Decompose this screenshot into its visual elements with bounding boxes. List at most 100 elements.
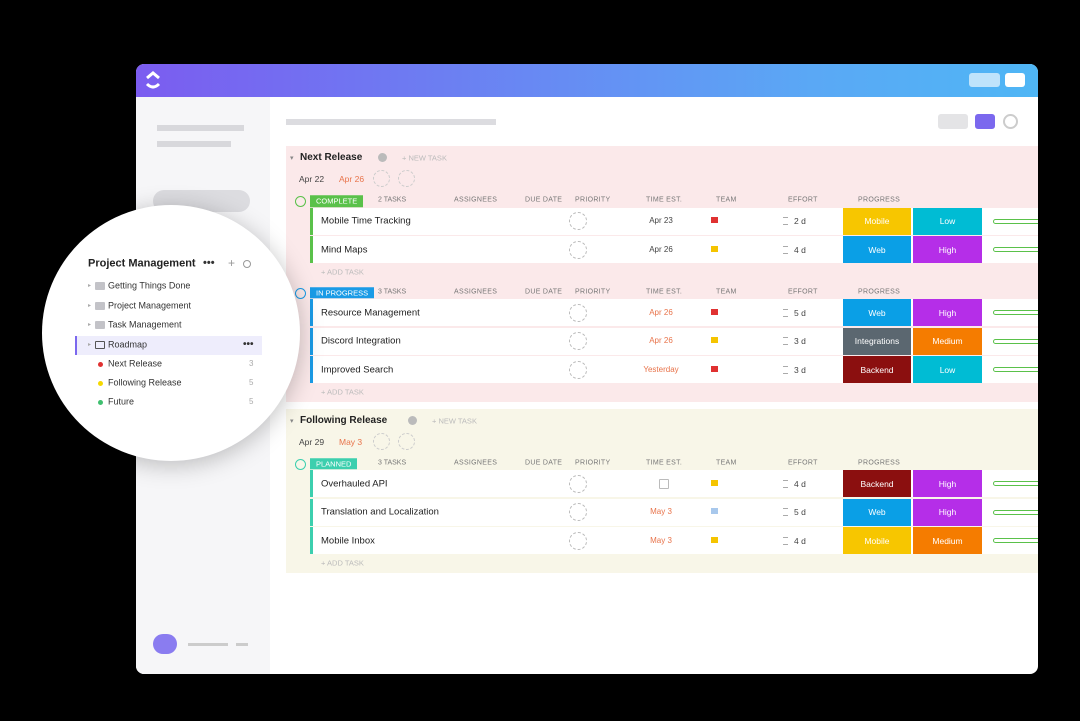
task-name[interactable]: Overhauled API: [321, 477, 388, 489]
list-name[interactable]: Next Release: [108, 358, 163, 369]
folder-name[interactable]: Project Management: [108, 300, 192, 311]
effort-cell: [913, 299, 982, 326]
caret: ▸: [88, 341, 92, 348]
more-icon[interactable]: •••: [243, 339, 254, 350]
add-task[interactable]: + ADD TASK: [321, 557, 364, 567]
assignee-icon[interactable]: [569, 240, 587, 259]
status-badge[interactable]: IN PROGRESS: [310, 286, 375, 299]
task-name[interactable]: Improved Search: [321, 363, 394, 375]
flag-button[interactable]: [373, 170, 390, 187]
team: Web: [868, 244, 886, 255]
team-cell: [843, 236, 911, 263]
status-badge[interactable]: COMPLETE: [310, 195, 364, 207]
effort: High: [938, 478, 957, 489]
task-name[interactable]: Mobile Inbox: [321, 534, 375, 546]
list-count: 5: [249, 397, 254, 406]
task-name[interactable]: Mobile Time Tracking: [321, 215, 411, 227]
effort: High: [938, 244, 957, 255]
column-header: DUE DATE: [525, 196, 563, 204]
status-badge[interactable]: PLANNED: [310, 457, 358, 470]
priority-flag: [711, 536, 718, 543]
effort-cell: [913, 527, 982, 554]
assignee-icon[interactable]: [569, 503, 587, 521]
effort: High: [938, 307, 957, 318]
hourglass: [783, 217, 788, 225]
top-button[interactable]: [1005, 73, 1025, 87]
info-icon: [408, 415, 417, 425]
column-header: TEAM: [716, 196, 737, 204]
assignee-icon[interactable]: [569, 531, 587, 550]
assignee-icon[interactable]: [569, 360, 587, 379]
group-toggle[interactable]: [295, 287, 306, 299]
effort: Medium: [932, 335, 963, 346]
view-button[interactable]: [938, 114, 968, 129]
progress-bar: [993, 247, 1038, 252]
assignee-icon[interactable]: [569, 332, 587, 350]
folder-name[interactable]: Getting Things Done: [108, 280, 191, 291]
hourglass: [783, 308, 788, 317]
chat-button[interactable]: [153, 634, 177, 654]
calendar-icon[interactable]: [659, 478, 669, 489]
new-task[interactable]: + NEW TASK: [432, 415, 477, 425]
priority-flag: [711, 308, 718, 315]
team-cell: [843, 527, 911, 554]
flag-button[interactable]: [373, 432, 390, 450]
placeholder: [188, 643, 228, 646]
list-dot: [98, 399, 103, 405]
task-name[interactable]: Resource Management: [321, 306, 420, 318]
team-cell: [843, 207, 911, 235]
placeholder: [157, 141, 231, 147]
add-task[interactable]: + ADD TASK: [321, 266, 364, 276]
effort-cell: [913, 470, 982, 497]
list-name[interactable]: Following Release: [108, 377, 182, 388]
due-date: Apr 26: [649, 336, 673, 345]
info-icon: [378, 153, 387, 162]
task-count: 2 TASKS: [378, 196, 407, 204]
due-date: Apr 26: [649, 307, 673, 317]
folder-name[interactable]: Roadmap: [108, 339, 148, 350]
column-header: TIME EST.: [646, 459, 683, 466]
more-icon[interactable]: •••: [203, 257, 215, 269]
add-task[interactable]: + ADD TASK: [321, 386, 364, 396]
progress-bar: [993, 367, 1038, 372]
assign-button[interactable]: [398, 432, 415, 450]
effort-cell: [913, 498, 982, 526]
task-name[interactable]: Mind Maps: [321, 243, 368, 255]
team-cell: [843, 498, 911, 526]
search-icon[interactable]: [243, 260, 251, 268]
column-header: PRIORITY: [575, 459, 611, 466]
assign-button[interactable]: [398, 170, 415, 187]
task-name[interactable]: Discord Integration: [321, 335, 401, 347]
folder-icon: [95, 282, 105, 290]
assignee-icon[interactable]: [569, 212, 587, 230]
team-cell: [843, 327, 911, 355]
new-task[interactable]: + NEW TASK: [402, 153, 447, 163]
group-toggle[interactable]: [295, 458, 306, 470]
assignee-icon[interactable]: [569, 303, 587, 322]
list-name[interactable]: Future: [108, 396, 135, 407]
end-date: May 3: [339, 436, 363, 447]
group-toggle[interactable]: [295, 196, 306, 207]
view-button[interactable]: [975, 114, 995, 129]
team-cell: [843, 470, 911, 497]
progress-bar: [993, 509, 1038, 515]
folder-name[interactable]: Task Management: [108, 319, 182, 330]
add-icon[interactable]: +: [228, 256, 236, 270]
progress-bar: [993, 218, 1038, 224]
top-button[interactable]: [969, 73, 1000, 87]
column-header: PRIORITY: [575, 196, 611, 204]
popup-title: Project Management: [88, 257, 196, 270]
task-name[interactable]: Translation and Localization: [321, 506, 439, 518]
settings-icon[interactable]: [1003, 114, 1018, 129]
column-header: DUE DATE: [525, 288, 563, 295]
column-header: ASSIGNEES: [454, 459, 498, 466]
column-header: EFFORT: [788, 196, 818, 204]
team-cell: [843, 356, 911, 383]
due-date: May 3: [650, 507, 672, 516]
assignee-icon[interactable]: [569, 474, 587, 493]
time-estimate: 5 d: [794, 307, 806, 318]
due-date: Apr 26: [649, 244, 673, 254]
sidebar-popup: [42, 205, 300, 461]
team: Web: [868, 506, 886, 517]
